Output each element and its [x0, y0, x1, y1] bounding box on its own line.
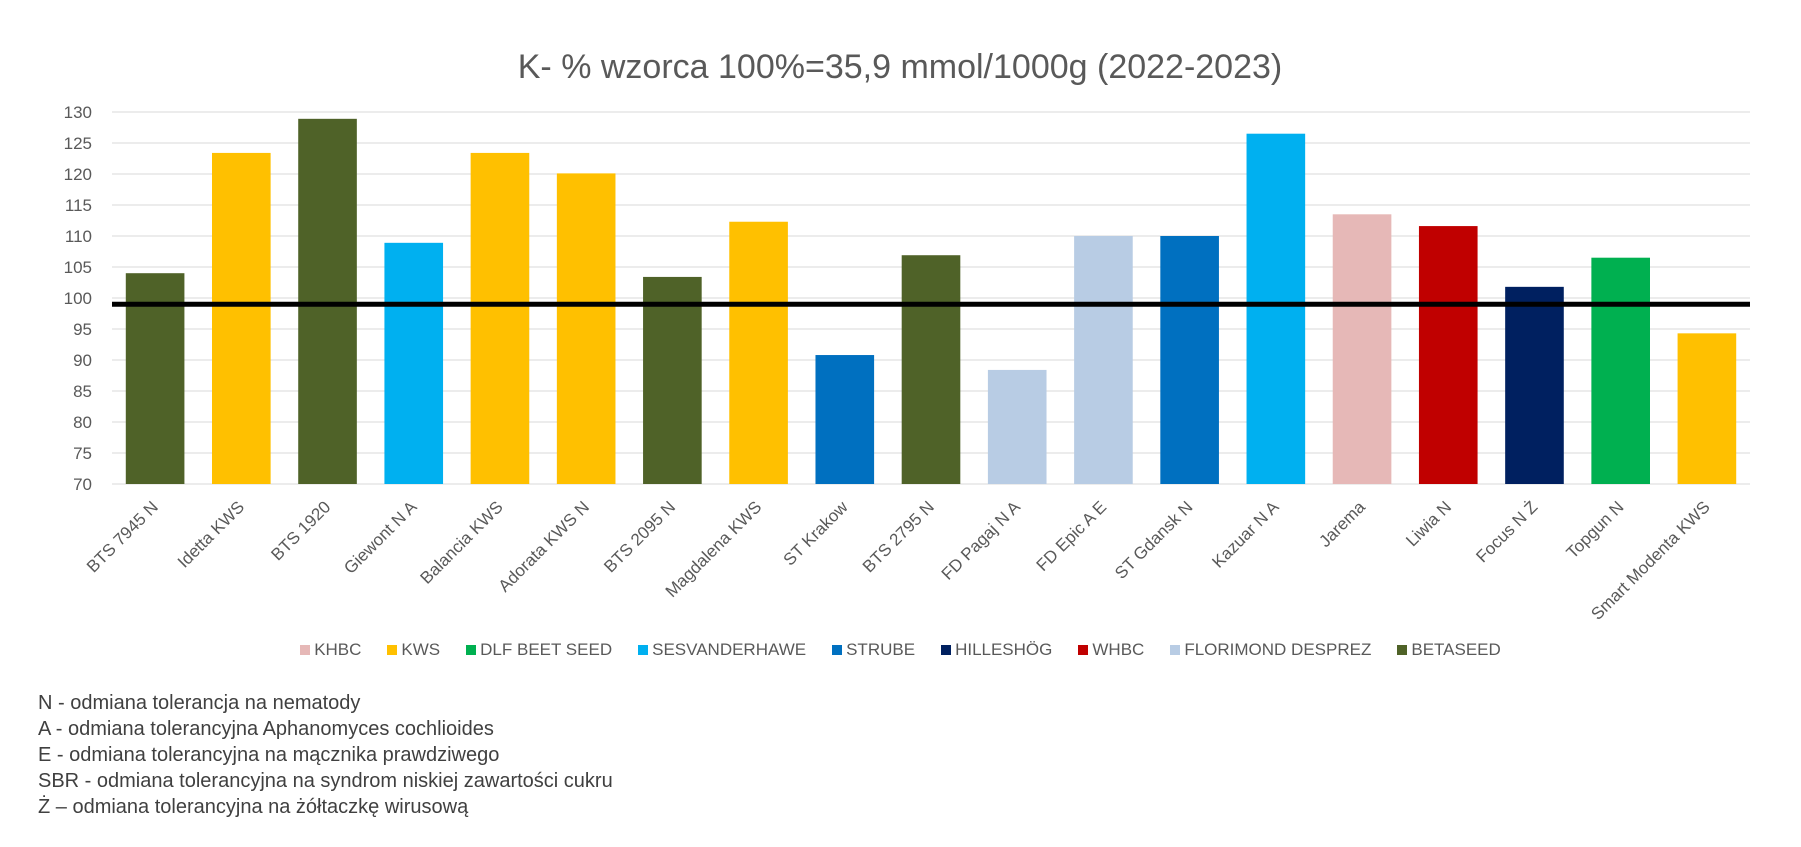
x-tick-label: Idetta KWS — [174, 497, 248, 571]
x-tick-label: FD Epic A E — [1033, 497, 1111, 575]
legend-swatch — [1078, 645, 1089, 655]
note-line: E - odmiana tolerancyjna na mącznika pra… — [38, 744, 500, 766]
bar — [556, 173, 616, 484]
legend-label: HILLESHÖG — [955, 640, 1053, 659]
legend-swatch — [300, 645, 311, 655]
y-tick-label: 75 — [73, 444, 92, 463]
legend-item: SESVANDERHAWE — [638, 640, 806, 660]
x-tick-label: FD Pagaj N A — [938, 497, 1025, 584]
x-tick-label: Topgun N — [1563, 497, 1628, 562]
bar — [1246, 133, 1306, 484]
legend-item: STRUBE — [832, 640, 915, 660]
x-tick-label: BTS 1920 — [267, 497, 334, 564]
bar — [125, 273, 185, 484]
x-tick-label: BTS 7945 N — [83, 497, 162, 576]
y-tick-label: 130 — [64, 103, 92, 122]
bar — [901, 255, 961, 484]
x-axis: BTS 7945 N Idetta KWS BTS 1920 Giewont N AB… — [83, 497, 1714, 624]
y-tick-label: 80 — [73, 413, 92, 432]
bar — [1160, 236, 1219, 484]
y-tick-label: 90 — [73, 351, 92, 370]
x-tick-label: BTS 2095 N — [600, 497, 679, 576]
y-tick-label: 105 — [64, 258, 92, 277]
legend-swatch — [387, 645, 398, 655]
bar — [987, 369, 1047, 484]
bar — [1074, 236, 1133, 484]
bar — [298, 118, 357, 484]
legend-label: FLORIMOND DESPREZ — [1184, 640, 1372, 659]
y-tick-label: 85 — [73, 382, 92, 401]
x-tick-label: Jarema — [1315, 497, 1369, 551]
x-tick-label: Liwia N — [1402, 497, 1455, 550]
bar — [815, 355, 875, 484]
legend-swatch — [638, 645, 649, 655]
legend-item: BETASEED — [1397, 640, 1501, 660]
legend-label: DLF BEET SEED — [480, 640, 613, 659]
x-tick-label: Kazuar N A — [1208, 497, 1283, 572]
legend-item: WHBC — [1078, 640, 1144, 660]
legend-swatch — [1170, 645, 1181, 655]
note-line: N - odmiana tolerancja na nematody — [38, 692, 361, 714]
bar — [384, 242, 444, 484]
legend-label: KWS — [401, 640, 441, 659]
legend-item: KWS — [387, 640, 440, 660]
x-tick-label: Balancia KWS — [416, 497, 506, 587]
legend-label: BETASEED — [1411, 640, 1501, 659]
y-tick-label: 125 — [64, 134, 92, 153]
legend-swatch — [832, 645, 843, 655]
legend-label: STRUBE — [846, 640, 916, 659]
bars — [125, 118, 1737, 485]
legend-swatch — [941, 645, 952, 655]
y-tick-label: 70 — [73, 475, 92, 494]
x-tick-label: ST Krakow — [780, 497, 853, 570]
y-tick-label: 115 — [65, 196, 92, 215]
bar — [1677, 333, 1737, 484]
y-tick-label: 100 — [64, 289, 92, 308]
y-tick-label: 120 — [64, 165, 92, 184]
bar — [212, 152, 271, 485]
legend: KHBC KWS DLF BEET SEED SESVANDERHAWE STRUBE H… — [0, 640, 1801, 660]
note-line: Ż – odmiana tolerancyjna na żółtaczkę wi… — [38, 796, 469, 818]
x-tick-label: Focus N Ż — [1472, 497, 1541, 566]
legend-item: HILLESHÖG — [941, 640, 1052, 660]
chart-title: K- % wzorca 100%=35,9 mmol/1000g (2022-2… — [518, 48, 1283, 86]
notes: N - odmiana tolerancja na nematody A - od… — [38, 690, 613, 820]
bar — [470, 152, 530, 485]
bar — [729, 221, 788, 485]
legend-label: WHBC — [1092, 640, 1145, 659]
legend-item: KHBC — [300, 640, 361, 660]
bar — [643, 276, 702, 484]
bar — [1591, 257, 1650, 484]
legend-swatch — [1397, 645, 1408, 655]
x-tick-label: Giewont N A — [340, 497, 421, 578]
y-axis: 70 75 80 85 90 95 100 105 110 115 120 125 130 — [64, 103, 92, 494]
legend-label: SESVANDERHAWE — [652, 640, 807, 659]
note-line: A - odmiana tolerancyjna Aphanomyces coc… — [38, 718, 494, 740]
bar — [1418, 226, 1478, 484]
y-tick-label: 110 — [65, 227, 92, 246]
legend-label: KHBC — [314, 640, 362, 659]
x-tick-label: Magdalena KWS — [662, 497, 766, 601]
legend-swatch — [466, 645, 477, 655]
legend-item: FLORIMOND DESPREZ — [1170, 640, 1371, 660]
legend-item: DLF BEET SEED — [466, 640, 612, 660]
x-tick-label: BTS 2795 N — [859, 497, 938, 576]
x-tick-label: Adorata KWS N — [495, 497, 593, 595]
bar — [1332, 214, 1392, 485]
note-line: SBR - odmiana tolerancyjna na syndrom ni… — [38, 770, 613, 792]
x-tick-label: ST Gdansk N — [1111, 497, 1196, 582]
y-tick-label: 95 — [73, 320, 92, 339]
bar — [1505, 286, 1564, 484]
